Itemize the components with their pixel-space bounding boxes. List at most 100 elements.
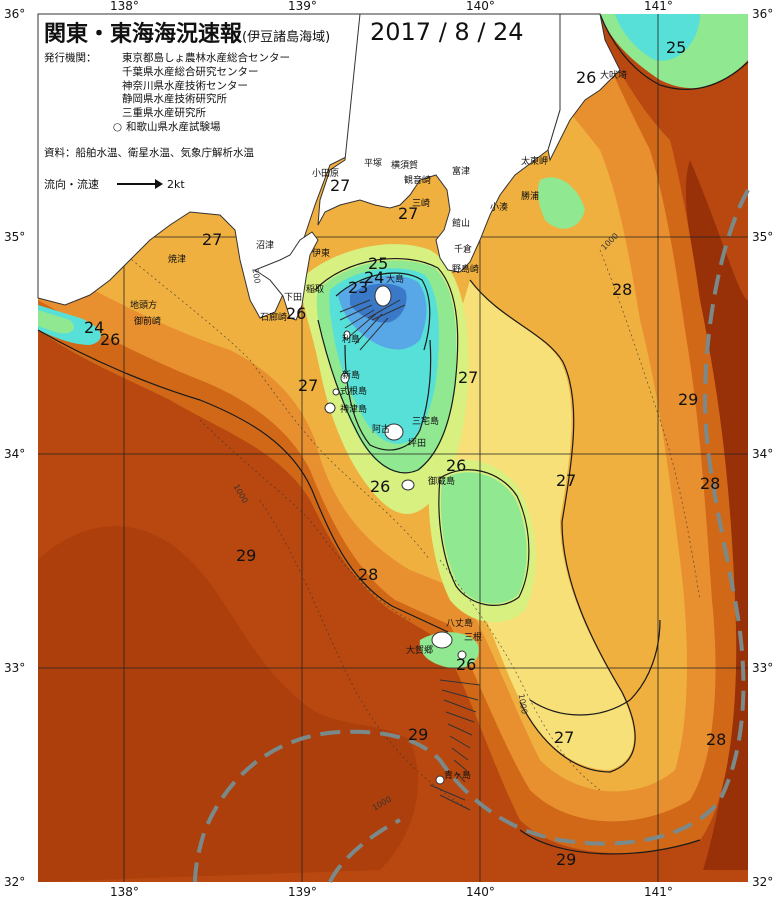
place-label: 小湊 [490, 203, 509, 213]
lon-tick-139-top: 139° [288, 0, 317, 13]
temp-label: 29 [678, 390, 699, 409]
corner-tr: 36° [752, 7, 774, 21]
sources-label: 発行機関： [44, 52, 97, 64]
temp-label: 26 [370, 477, 391, 496]
place-label: 伊東 [312, 249, 331, 259]
temp-label: 26 [286, 304, 307, 323]
place-label: 稲取 [306, 285, 325, 295]
place-label: 地頭方 [130, 301, 158, 311]
temp-label: 27 [554, 728, 575, 747]
lon-tick-139-bottom: 139° [288, 885, 317, 899]
place-label: 三宅島 [412, 417, 440, 427]
temp-label: 23 [348, 278, 369, 297]
lon-tick-141-bottom: 141° [644, 885, 673, 899]
place-label: 大吠埼 [600, 71, 628, 81]
temp-label: 27 [556, 471, 577, 490]
lat-tick-34-right: 34° [752, 447, 774, 461]
place-label: 横須賀 [391, 161, 419, 171]
institution-4: 静岡県水産技術研究所 [122, 93, 227, 106]
temp-label: 24 [364, 268, 385, 287]
place-label: 御蔵島 [428, 477, 456, 487]
page-title: 関東・東海海況速報(伊豆諸島海域) [44, 16, 330, 48]
temp-label: 29 [408, 725, 429, 744]
temp-label: 28 [706, 730, 727, 749]
place-label: 式根島 [340, 387, 368, 397]
place-label: 平塚 [364, 159, 383, 169]
place-label: 小田原 [312, 169, 340, 179]
place-label: 富津 [452, 167, 471, 177]
temp-label: 25 [666, 38, 687, 57]
temp-label: 27 [330, 176, 351, 195]
institution-1: 東京都島しょ農林水産総合センター [122, 52, 290, 64]
place-label: 三崎 [412, 199, 431, 209]
place-label: 下田 [284, 293, 303, 303]
corner-br: 32° [752, 875, 774, 889]
place-label: 勝浦 [521, 192, 540, 202]
lat-tick-33-right: 33° [752, 661, 774, 675]
corner-tl: 36° [4, 7, 26, 21]
lon-tick-140-top: 140° [466, 0, 495, 13]
temp-label: 26 [446, 456, 467, 475]
lon-tick-140-bottom: 140° [466, 885, 495, 899]
current-legend: 流向・流速 2kt [44, 176, 185, 192]
temp-label: 26 [456, 655, 477, 674]
lat-tick-33-left: 33° [4, 661, 26, 675]
place-label: 沼津 [256, 241, 275, 251]
place-label: 御前崎 [134, 317, 162, 327]
place-label: 利島 [342, 335, 361, 345]
corner-bl: 32° [4, 875, 26, 889]
place-label: 焼津 [168, 255, 187, 265]
temp-label: 28 [700, 474, 721, 493]
current-vectors [339, 299, 481, 811]
lon-tick-138-bottom: 138° [110, 885, 139, 899]
map-date: 2017 / 8 / 24 [370, 18, 524, 46]
place-label: 館山 [452, 219, 471, 229]
temp-label: 27 [298, 376, 319, 395]
place-label: 千倉 [454, 245, 473, 255]
islands [324, 285, 467, 785]
temp-label: 26 [100, 330, 121, 349]
temp-label: 27 [458, 368, 479, 387]
lon-tick-138-top: 138° [110, 0, 139, 13]
lat-tick-35-left: 35° [4, 230, 26, 244]
institution-2: 千葉県水産総合研究センター [122, 65, 259, 78]
place-label: 石廊崎 [260, 313, 288, 323]
place-label: 神津島 [340, 405, 368, 415]
temp-label: 26 [576, 68, 597, 87]
title-subtitle: (伊豆諸島海域) [242, 30, 331, 45]
place-label: 太東岬 [521, 157, 549, 167]
institution-6: 和歌山県水産試験場 [126, 120, 221, 133]
place-label: 新島 [342, 371, 361, 381]
temp-label: 28 [358, 565, 379, 584]
legend-label: 流向・流速 [44, 178, 99, 191]
lat-tick-34-left: 34° [4, 447, 26, 461]
place-label: 大島 [386, 275, 405, 285]
place-label: 青ヶ島 [444, 771, 472, 781]
place-label: 八丈島 [446, 619, 474, 629]
temp-label: 28 [612, 280, 633, 299]
lon-tick-141-top: 141° [644, 0, 673, 13]
legend-arrow-icon [117, 179, 163, 189]
lat-tick-35-right: 35° [752, 230, 774, 244]
place-label: 坪田 [408, 439, 427, 449]
bathymetry-contours [119, 249, 701, 811]
legend-scale: 2kt [167, 177, 185, 191]
isotherms [37, 13, 749, 855]
land [37, 13, 621, 321]
temp-label: 27 [202, 230, 223, 249]
title-main: 関東・東海海況速報 [44, 22, 243, 47]
temp-label: 25 [368, 254, 389, 273]
depth-label: 200 [250, 267, 262, 285]
institution-3: 神奈川県水産技術センター [122, 79, 248, 92]
place-label: 観音崎 [404, 176, 432, 186]
institution-5: 三重県水産研究所 [122, 107, 206, 120]
place-label: 阿古 [372, 425, 391, 435]
sources-block: 発行機関： 東京都島しょ農林水産総合センター 千葉県水産総合研究センター 神奈川県… [44, 52, 290, 133]
temp-label: 29 [236, 546, 257, 565]
kuroshio-axis [193, 189, 750, 883]
temp-label: 27 [398, 204, 419, 223]
place-label: 大賀郷 [406, 646, 434, 656]
place-label: 野島崎 [452, 265, 480, 275]
temp-label: 29 [556, 850, 577, 869]
